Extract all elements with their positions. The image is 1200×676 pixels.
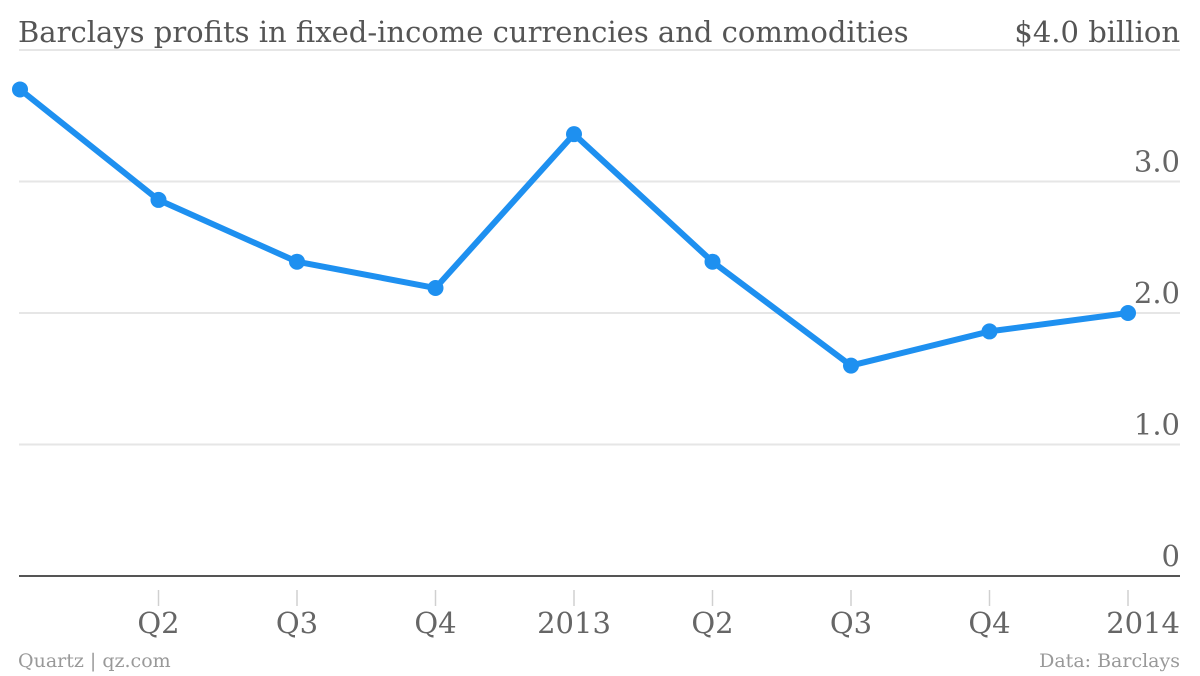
data-point bbox=[150, 191, 167, 208]
x-axis-tick-labels: Q2 Q3 Q4 2013 Q2 Q3 Q4 2014 bbox=[137, 606, 1180, 640]
data-point bbox=[12, 81, 28, 98]
x-tick-label: Q4 bbox=[968, 606, 1010, 640]
x-tick-label: Q3 bbox=[276, 606, 318, 640]
data-point bbox=[981, 323, 998, 340]
y-axis-tick-labels: 0 1.0 2.0 3.0 bbox=[1134, 145, 1180, 574]
x-tick-label: Q2 bbox=[691, 606, 733, 640]
data-point bbox=[427, 280, 444, 297]
data-source: Data: Barclays bbox=[1039, 650, 1180, 672]
y-axis-unit-label: $4.0 billion bbox=[1014, 15, 1180, 49]
data-point bbox=[289, 253, 305, 270]
chart-title: Barclays profits in fixed-income currenc… bbox=[18, 15, 909, 49]
source-credit: Quartz | qz.com bbox=[18, 650, 171, 672]
x-tick-label: Q2 bbox=[137, 606, 179, 640]
y-tick-label: 3.0 bbox=[1134, 145, 1180, 179]
y-tick-label: 1.0 bbox=[1134, 408, 1180, 442]
x-axis-ticks bbox=[157, 590, 1129, 606]
data-point bbox=[566, 126, 582, 143]
gridlines bbox=[19, 49, 1180, 577]
y-tick-label: 2.0 bbox=[1134, 276, 1180, 310]
x-tick-label: 2014 bbox=[1106, 606, 1180, 640]
data-point bbox=[704, 253, 721, 270]
series-layer bbox=[12, 81, 1136, 374]
x-tick-label: Q3 bbox=[830, 606, 872, 640]
data-point bbox=[1120, 305, 1136, 321]
x-tick-label: 2013 bbox=[537, 606, 611, 640]
y-tick-label: 0 bbox=[1162, 539, 1180, 573]
x-tick-label: Q4 bbox=[414, 606, 456, 640]
data-point bbox=[843, 357, 859, 374]
